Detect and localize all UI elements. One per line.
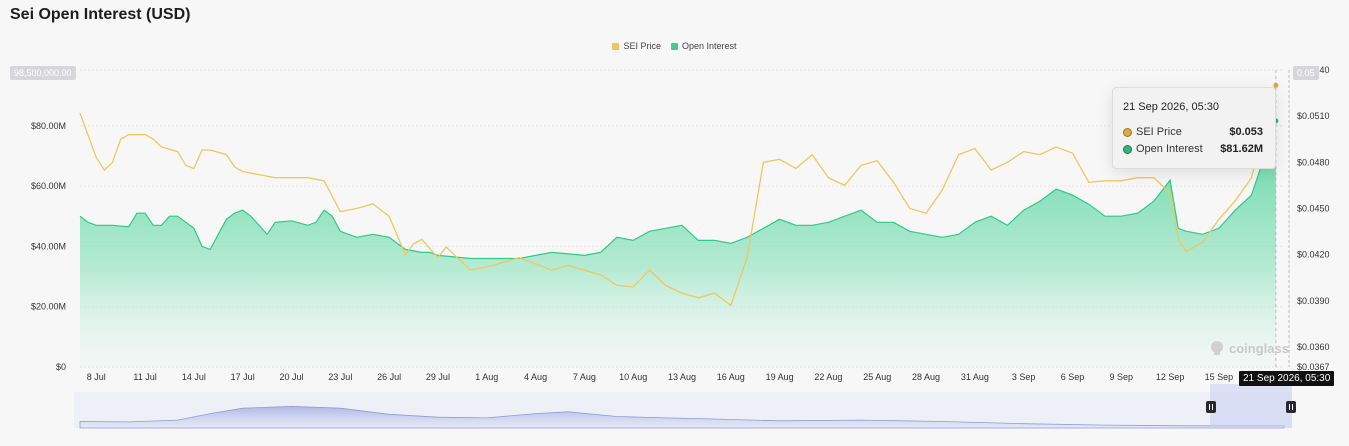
y-left-tick-label: $60.00M [31, 181, 66, 191]
tooltip-label-open-interest: Open Interest [1136, 143, 1203, 155]
legend-swatch-open-interest [670, 42, 678, 50]
x-tick-label: 12 Sep [1156, 372, 1185, 382]
open-interest-line [79, 120, 1277, 260]
x-tick-label: 23 Jul [328, 372, 352, 382]
x-tick-label: 16 Aug [717, 372, 745, 382]
x-tick-label: 15 Sep [1205, 372, 1234, 382]
y-right-tick-label: $0.0480 [1297, 157, 1330, 167]
tooltip-row-open-interest: Open Interest $81.62M [1123, 143, 1263, 155]
tooltip: 21 Sep 2026, 05:30 SEI Price $0.053 Open… [1112, 87, 1276, 169]
y-left-tick-label: $40.00M [31, 241, 66, 251]
navigator-selection [1210, 384, 1292, 428]
x-tick-label: 20 Jul [279, 372, 303, 382]
tooltip-label-sei-price: SEI Price [1136, 126, 1182, 138]
y-right-tick-label: $0.0420 [1297, 250, 1330, 260]
legend: SEI Price Open Interest [0, 41, 1349, 51]
coinglass-logo-icon [1211, 341, 1223, 355]
y-axis-right: $0.0367 $0.0360 $0.0390 $0.0420 $0.0450 $0.04… [1288, 65, 1330, 372]
cursor-point-sei-price [1273, 82, 1279, 88]
x-tick-label: 7 Aug [573, 372, 596, 382]
x-tick-label: 22 Aug [814, 372, 842, 382]
x-axis-cursor-badge: 21 Sep 2026, 05:30 [1239, 371, 1335, 386]
navigator-series [79, 405, 1285, 429]
tooltip-dot-open-interest [1123, 144, 1132, 154]
x-tick-label: 26 Jul [377, 372, 401, 382]
x-tick-label: 9 Sep [1110, 372, 1134, 382]
x-tick-label: 4 Aug [524, 372, 547, 382]
legend-label-sei-price: SEI Price [623, 41, 661, 51]
y-right-tick-label: $0.0390 [1297, 296, 1330, 306]
x-tick-label: 13 Aug [668, 372, 696, 382]
x-tick-label: 8 Jul [87, 372, 106, 382]
watermark: coinglass [1208, 339, 1289, 357]
x-tick-label: 3 Sep [1012, 372, 1036, 382]
right-axis-badge: 0.05 [1293, 66, 1319, 80]
x-axis: 8 Jul 11 Jul 14 Jul 17 Jul 20 Jul 23 Jul 26 Ju… [87, 372, 1282, 382]
x-tick-label: 28 Aug [912, 372, 940, 382]
sei-price-layer [79, 85, 1277, 307]
x-tick-label: 19 Aug [766, 372, 794, 382]
y-axis-left: $0 $20.00M $40.00M $60.00M $80.00M [31, 121, 66, 372]
x-tick-label: 31 Aug [961, 372, 989, 382]
legend-swatch-sei-price [612, 42, 620, 50]
y-right-tick-label: $0.0367 [1297, 362, 1330, 372]
tooltip-row-sei-price: SEI Price $0.053 [1123, 126, 1263, 138]
tooltip-date: 21 Sep 2026, 05:30 [1123, 101, 1220, 113]
x-tick-label: 17 Jul [231, 372, 255, 382]
x-tick-label: 1 Aug [475, 372, 498, 382]
navigator[interactable] [74, 384, 1296, 429]
legend-item-open-interest[interactable]: Open Interest [670, 41, 737, 51]
y-left-tick-label: $20.00M [31, 302, 66, 312]
y-right-tick-label: $0.0510 [1297, 111, 1330, 121]
tooltip-dot-sei-price [1123, 127, 1132, 137]
open-interest-layer [79, 120, 1277, 368]
x-tick-label: 14 Jul [182, 372, 206, 382]
x-tick-label: 6 Sep [1061, 372, 1085, 382]
x-tick-label: 10 Aug [619, 372, 647, 382]
watermark-text: coinglass [1229, 340, 1289, 356]
sei-price-line [79, 85, 1277, 307]
y-right-tick-label: $0.0360 [1297, 342, 1330, 352]
navigator-handle-left[interactable] [1206, 401, 1216, 413]
left-axis-badge: 98,500,000.00 [10, 66, 76, 80]
navigator-handle-right[interactable] [1286, 401, 1296, 413]
chart-title: Sei Open Interest (USD) [10, 6, 191, 23]
y-left-tick-label: $0 [56, 362, 66, 372]
tooltip-value-open-interest: $81.62M [1220, 143, 1263, 155]
tooltip-value-sei-price: $0.053 [1229, 126, 1263, 138]
y-left-tick-label: $80.00M [31, 121, 66, 131]
x-tick-label: 29 Jul [426, 372, 450, 382]
x-tick-label: 11 Jul [133, 372, 156, 382]
legend-item-sei-price[interactable]: SEI Price [612, 41, 661, 51]
x-tick-label: 25 Aug [863, 372, 891, 382]
open-interest-area [80, 120, 1276, 368]
legend-label-open-interest: Open Interest [681, 41, 737, 51]
y-right-tick-label: $0.0450 [1297, 203, 1330, 213]
